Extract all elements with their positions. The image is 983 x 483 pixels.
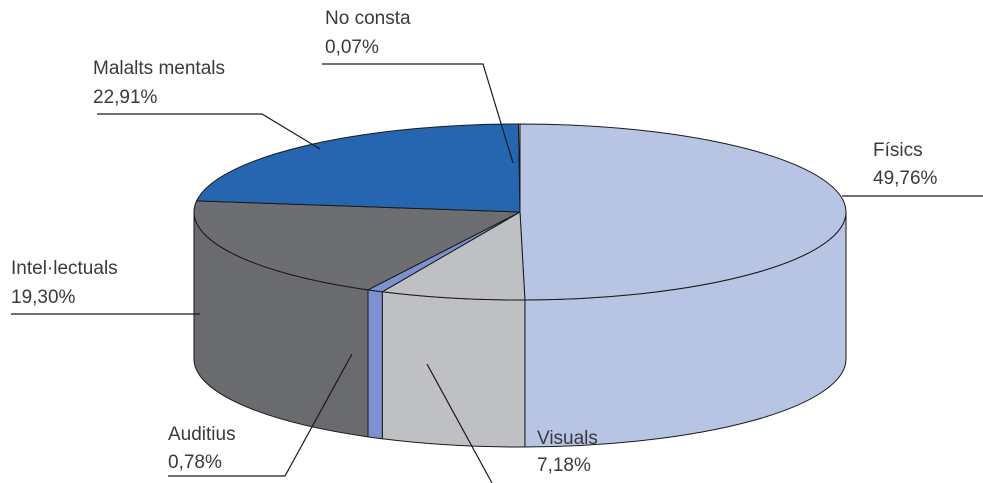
pie-slice-fisics [519, 123, 847, 301]
pie-tops [193, 123, 847, 301]
label-visuals-name: Visuals [537, 428, 598, 449]
pie-slice-visuals [381, 211, 526, 301]
label-intellectuals-name: Intel·lectuals [11, 258, 118, 279]
label-fisics-value: 49,76% [873, 168, 938, 189]
label-noconsta-value: 0,07% [325, 37, 379, 58]
leader-line-auditius [168, 353, 353, 477]
pie-slice-malalts [196, 123, 521, 213]
pie-sides [193, 211, 847, 448]
label-intellectuals: Intel·lectuals 19,30% [11, 258, 118, 308]
leader-line-visuals [426, 363, 493, 483]
leader-line-malalts [97, 113, 321, 150]
label-auditius-name: Auditius [168, 424, 236, 445]
label-fisics-name: Físics [873, 140, 923, 161]
pie-side-auditius [367, 289, 383, 440]
label-visuals-value: 7,18% [537, 455, 591, 476]
label-malalts-value: 22,91% [93, 87, 158, 108]
label-fisics: Físics 49,76% [873, 140, 938, 189]
pie-slice-intellectuals [193, 200, 521, 291]
label-intellectuals-value: 19,30% [11, 287, 76, 308]
label-auditius-value: 0,78% [168, 452, 222, 473]
label-visuals: Visuals 7,18% [537, 428, 598, 476]
label-malalts: Malalts mentals 22,91% [93, 58, 225, 108]
label-noconsta-name: No consta [325, 8, 411, 29]
leader-lines [11, 63, 983, 483]
leader-line-noconsta [322, 63, 514, 164]
label-malalts-name: Malalts mentals [93, 58, 225, 79]
pie-side-visuals [381, 291, 526, 448]
label-auditius: Auditius 0,78% [168, 424, 236, 473]
pie-slice-noconsta [518, 123, 521, 213]
label-noconsta: No consta 0,07% [325, 8, 411, 58]
